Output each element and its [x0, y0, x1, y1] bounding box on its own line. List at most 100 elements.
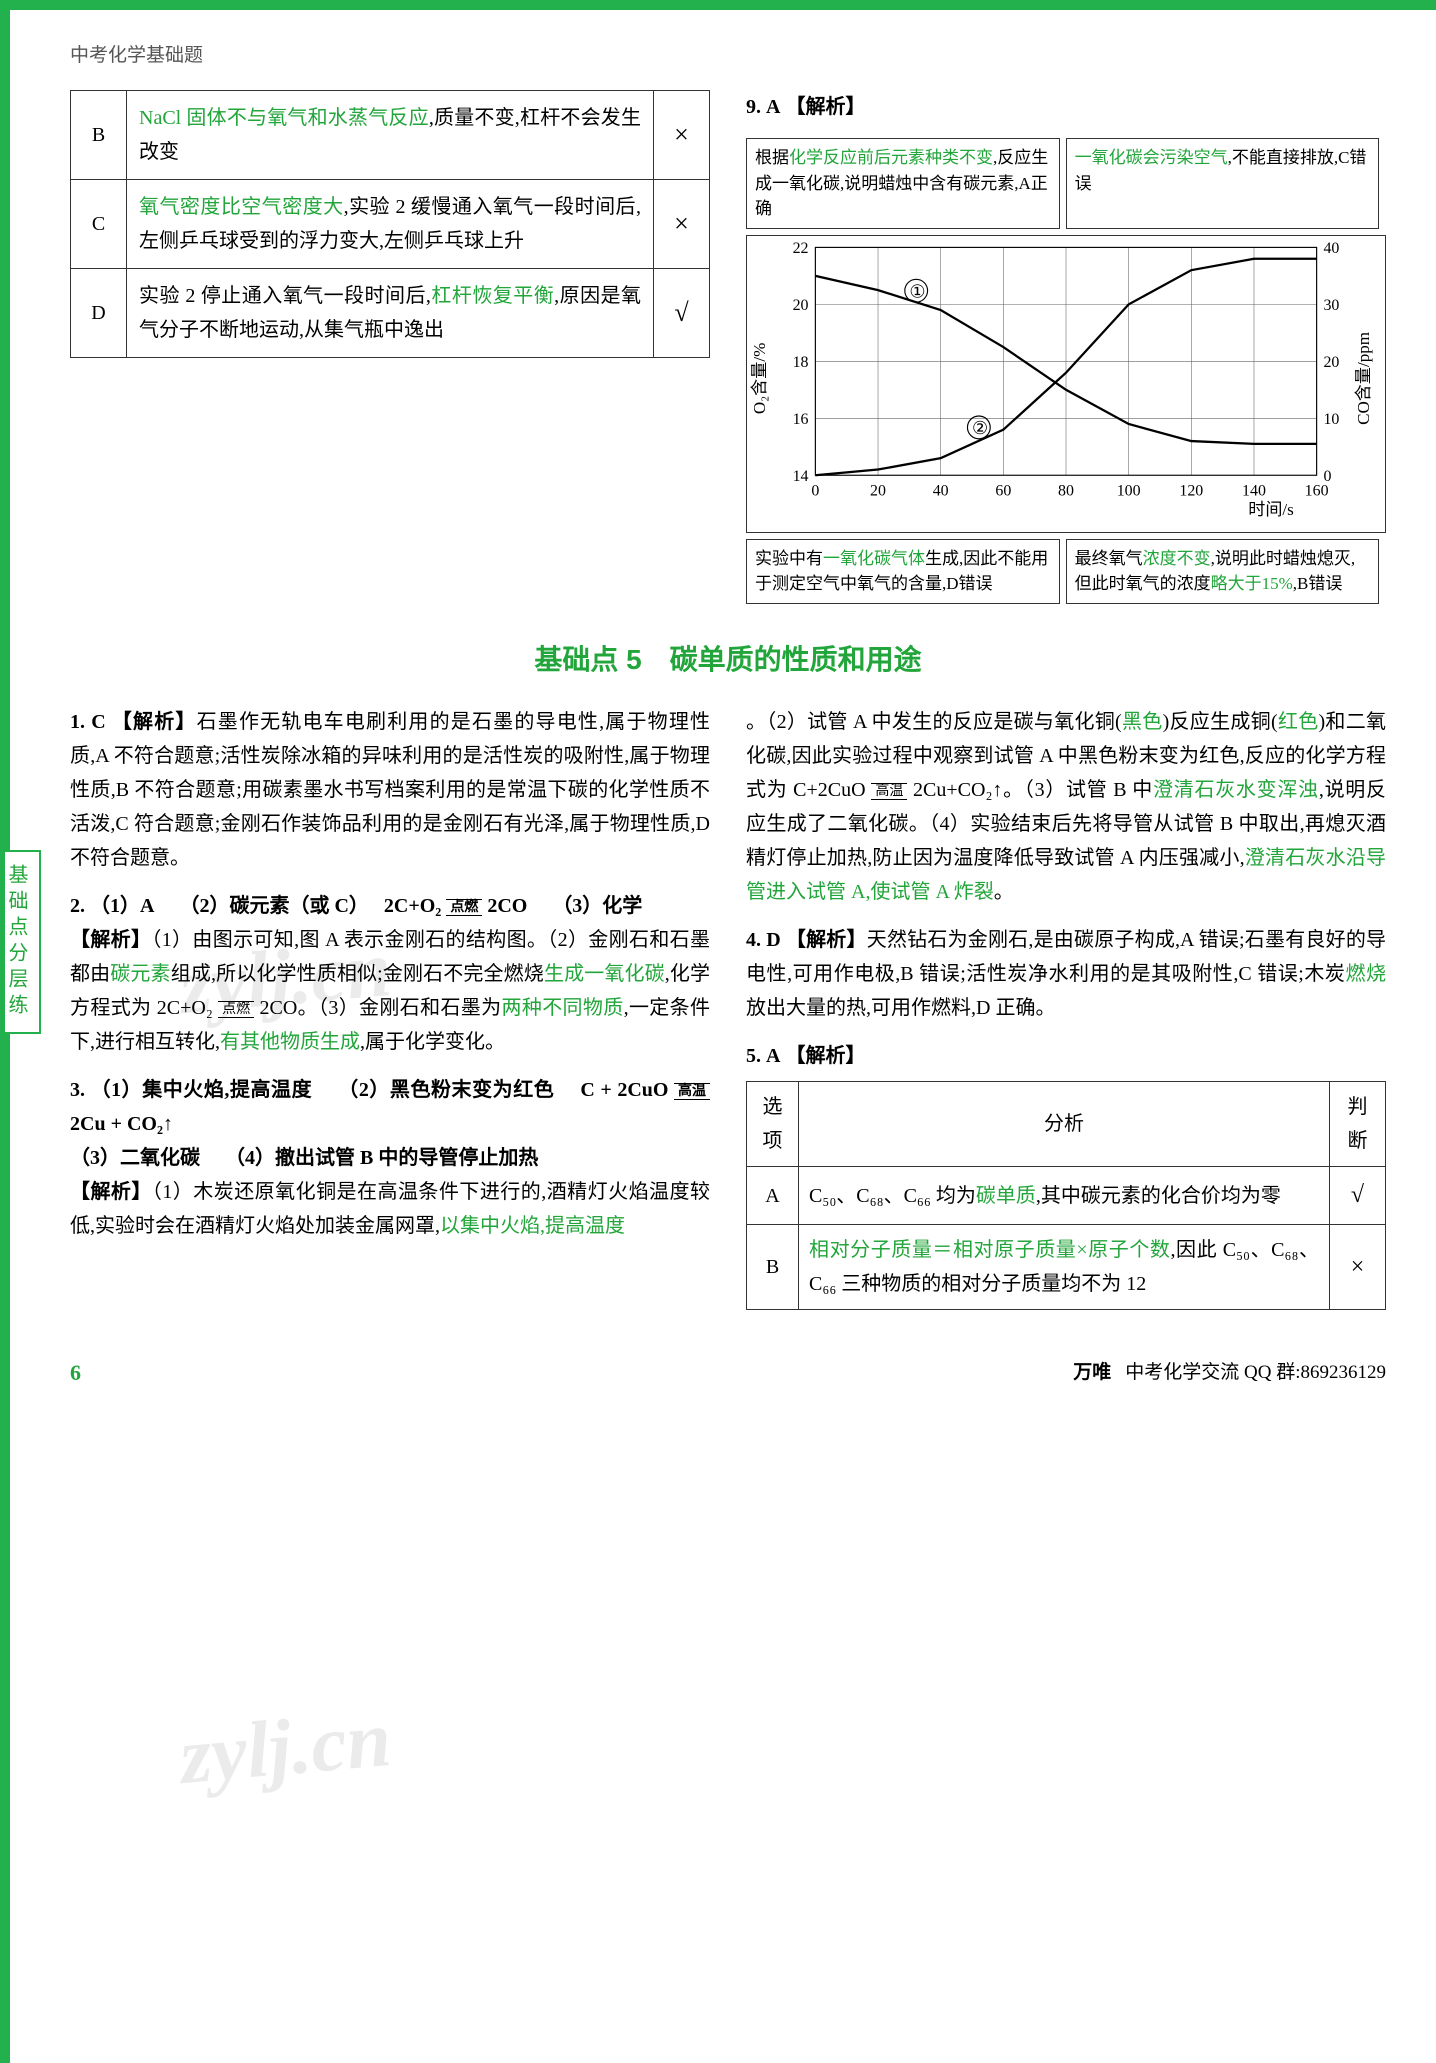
q5-header-row: 选项 分析 判断 — [747, 1082, 1386, 1167]
svg-text:0: 0 — [1323, 468, 1331, 485]
svg-text:60: 60 — [995, 483, 1011, 500]
q5-th1: 选项 — [747, 1082, 799, 1167]
svg-text:22: 22 — [793, 240, 809, 257]
q1-tag: 【解析】 — [112, 711, 197, 733]
col-left-top: BNaCl 固体不与氧气和水蒸气反应,质量不变,杠杆不会发生改变×C氧气密度比空… — [70, 90, 710, 609]
svg-text:0: 0 — [811, 483, 819, 500]
q3-a3: （3）二氧化碳 — [70, 1147, 200, 1169]
svg-text:时间/s: 时间/s — [1248, 500, 1294, 519]
q5-num: 5. — [746, 1045, 761, 1067]
q4-tag: 【解析】 — [786, 929, 867, 951]
q5-th3: 判断 — [1330, 1082, 1386, 1167]
svg-text:20: 20 — [870, 483, 886, 500]
svg-text:②: ② — [972, 418, 988, 438]
q2-eq-rhs: 2CO — [487, 895, 527, 917]
q1-num: 1. — [70, 711, 85, 733]
annot-tl1-hl: 化学反应前后元素种类不变 — [789, 148, 993, 167]
svg-text:①: ① — [909, 281, 925, 301]
q9-tag: 【解析】 — [785, 96, 865, 118]
q5: 5. A 【解析】 选项 分析 判断 A C₅₀、C₆₈、C₆₆ 均为碳单质,其… — [746, 1039, 1386, 1310]
q3-hl3: 红色 — [1278, 711, 1319, 733]
arrow-icon: 高温 — [871, 785, 907, 799]
q4-ans: D — [766, 929, 780, 951]
opt-text: 氧气密度比空气密度大,实验 2 缓慢通入氧气一段时间后,左侧乒乓球受到的浮力变大… — [127, 180, 654, 269]
table-row: A C₅₀、C₆₈、C₆₆ 均为碳单质,其中碳元素的化合价均为零 √ — [747, 1167, 1386, 1225]
annot-bl-hl: 一氧化碳气体 — [823, 549, 925, 568]
svg-text:O₂含量/%: O₂含量/% — [750, 342, 769, 413]
q3-right: 。（2）试管 A 中发生的反应是碳与氧化铜(黑色)反应生成铜(红色)和二氧化碳,… — [746, 705, 1386, 909]
svg-text:14: 14 — [793, 468, 809, 485]
q2-hl1: 碳元素 — [110, 963, 170, 985]
q3-p6: 。 — [994, 881, 1014, 903]
chart-svg: 0204060801001201401601416182022010203040… — [747, 236, 1385, 521]
col-right-main: 。（2）试管 A 中发生的反应是碳与氧化铜(黑色)反应生成铜(红色)和二氧化碳,… — [746, 705, 1386, 1324]
main-two-column: 1. C 【解析】石墨作无轨电车电刷利用的是石墨的导电性,属于物理性质,A 不符… — [70, 705, 1386, 1324]
table-row: B 相对分子质量＝相对原子质量×原子个数,因此 C₅₀、C₆₈、C₆₆ 三种物质… — [747, 1225, 1386, 1310]
section-title: 基础点 5 碳单质的性质和用途 — [70, 636, 1386, 684]
q3-eq2c: 高温 — [871, 783, 907, 800]
opt-letter: D — [71, 269, 127, 358]
q3-left: 3. （1）集中火焰,提高温度 （2）黑色粉末变为红色 C + 2CuO 高温 … — [70, 1073, 710, 1243]
q2-num: 2. — [70, 895, 85, 917]
q3-eq-rhs: 2Cu + CO₂↑ — [70, 1113, 173, 1135]
q5-th2: 分析 — [799, 1082, 1330, 1167]
q2: 2. （1）A （2）碳元素（或 C） 2C+O₂ 点燃 2CO （3）化学 【… — [70, 889, 710, 1059]
q5-tag: 【解析】 — [785, 1045, 865, 1067]
opt-letter: C — [71, 180, 127, 269]
q3-hl2: 黑色 — [1122, 711, 1163, 733]
q4-p2: 放出大量的热,可用作燃料,D 正确。 — [746, 997, 1055, 1019]
q3-a4: （4）撤出试管 B 中的导管停止加热 — [225, 1147, 538, 1169]
annot-bottom-right: 最终氧气浓度不变,说明此时蜡烛熄灭,但此时氧气的浓度略大于15%,B错误 — [1066, 539, 1380, 604]
header-subject: 中考化学基础题 — [70, 40, 1386, 72]
q9-num: 9. — [746, 96, 761, 118]
annot-bottom-row: 实验中有一氧化碳气体生成,因此不能用于测定空气中氧气的含量,D错误 最终氧气浓度… — [746, 539, 1386, 604]
q5-A-mark: √ — [1330, 1167, 1386, 1225]
q5-table: 选项 分析 判断 A C₅₀、C₆₈、C₆₆ 均为碳单质,其中碳元素的化合价均为… — [746, 1081, 1386, 1310]
q3-tag: 【解析】 — [70, 1181, 152, 1203]
svg-text:20: 20 — [793, 297, 809, 314]
q2-tag: 【解析】 — [70, 929, 151, 951]
q5-A-hl: 碳单质 — [976, 1185, 1036, 1207]
svg-text:16: 16 — [793, 411, 809, 428]
q9-head: 9. A 【解析】 — [746, 90, 1386, 124]
q4: 4. D 【解析】天然钻石为金刚石,是由碳原子构成,A 错误;石墨有良好的导电性… — [746, 923, 1386, 1025]
svg-text:100: 100 — [1117, 483, 1141, 500]
q2-1b: （2）碳元素（或 C） — [179, 895, 358, 917]
q2-hl2: 生成一氧化碳 — [544, 963, 665, 985]
arrow-icon: 点燃 — [218, 1003, 254, 1017]
annot-tr-hl: 一氧化碳会污染空气 — [1075, 148, 1228, 167]
page-number: 6 — [70, 1354, 81, 1391]
svg-text:10: 10 — [1323, 411, 1339, 428]
q5-A-t1: C₅₀、C₆₈、C₆₆ 均为 — [809, 1185, 976, 1207]
q3-num: 3. — [70, 1079, 85, 1101]
q3-p2: 。（2）试管 A 中发生的反应是碳与氧化铜( — [746, 711, 1122, 733]
q2-p2: 组成,所以化学性质相似;金刚石不完全燃烧 — [171, 963, 544, 985]
svg-text:40: 40 — [933, 483, 949, 500]
opt-mark: × — [654, 180, 710, 269]
footer-brand: 万唯 — [1073, 1357, 1111, 1389]
q2-p5: ,属于化学变化。 — [360, 1031, 505, 1053]
col-right-top: 9. A 【解析】 根据化学反应前后元素种类不变,反应生成一氧化碳,说明蜡烛中含… — [746, 90, 1386, 609]
top-two-column: BNaCl 固体不与氧气和水蒸气反应,质量不变,杠杆不会发生改变×C氧气密度比空… — [70, 90, 1386, 609]
q3-eq-cond: 高温 — [674, 1083, 710, 1100]
annot-br1: 最终氧气 — [1075, 549, 1143, 568]
q2-eq-lhs: 2C+O₂ — [384, 895, 441, 917]
q3-eq-lhs: C + 2CuO — [580, 1079, 668, 1101]
q2-1a: （1）A — [90, 895, 154, 917]
annot-tl1: 根据 — [755, 148, 789, 167]
watermark-2: zylj.cn — [174, 1671, 396, 1825]
q3-a2: （2）黑色粉末变为红色 — [338, 1079, 554, 1101]
q5-B-mark: × — [1330, 1225, 1386, 1310]
opt-text: NaCl 固体不与氧气和水蒸气反应,质量不变,杠杆不会发生改变 — [127, 91, 654, 180]
svg-text:80: 80 — [1058, 483, 1074, 500]
svg-text:140: 140 — [1242, 483, 1266, 500]
table-row: C氧气密度比空气密度大,实验 2 缓慢通入氧气一段时间后,左侧乒乓球受到的浮力变… — [71, 180, 710, 269]
table-row: D实验 2 停止通入氧气一段时间后,杠杆恢复平衡,原因是氧气分子不断地运动,从集… — [71, 269, 710, 358]
footer-text: 中考化学交流 QQ 群:869236129 — [1125, 1357, 1386, 1389]
vertical-tab: 基础点分层练 — [5, 850, 41, 1034]
svg-text:120: 120 — [1179, 483, 1203, 500]
annot-top-right: 一氧化碳会污染空气,不能直接排放,C错误 — [1066, 138, 1380, 229]
annot-top-left: 根据化学反应前后元素种类不变,反应生成一氧化碳,说明蜡烛中含有碳元素,A正确 — [746, 138, 1060, 229]
svg-text:18: 18 — [793, 354, 809, 371]
q2-hl3: 两种不同物质 — [502, 997, 624, 1019]
